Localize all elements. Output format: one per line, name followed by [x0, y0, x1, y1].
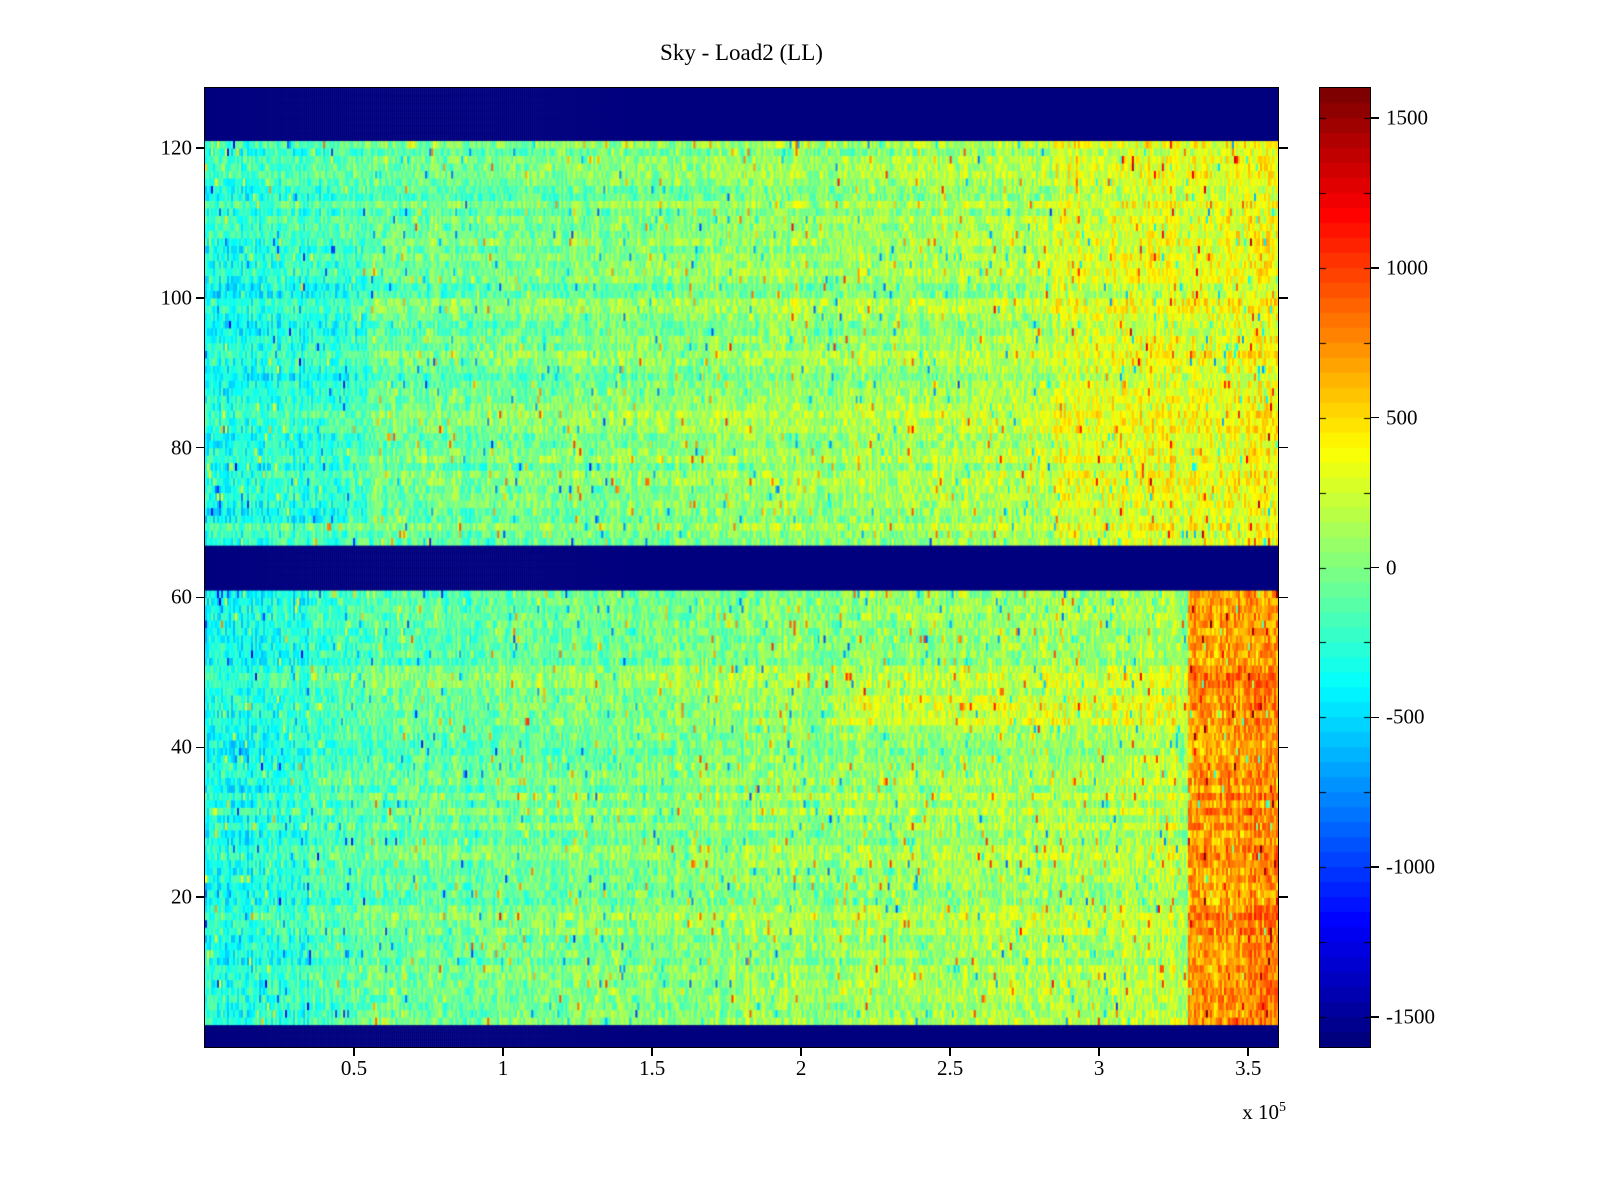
x-exponent-power: 5 [1279, 1100, 1286, 1115]
x-tick-mark [502, 1047, 504, 1056]
x-tick-label: 3.5 [1235, 1056, 1262, 1080]
y-tick-label: 120 [160, 135, 193, 160]
y-tick-mark [196, 446, 205, 449]
y-tick-mark-right [1279, 147, 1288, 149]
x-tick-label: 2.5 [937, 1056, 964, 1080]
y-tick-mark-right [1279, 596, 1288, 599]
plot-axes [204, 87, 1279, 1048]
colorbar-tick-label: 1000 [1386, 255, 1428, 280]
colorbar-tick-label: -500 [1386, 704, 1425, 729]
colorbar-tick-mark [1371, 716, 1379, 719]
colorbar-tick-label: 1500 [1386, 105, 1428, 130]
colorbar-tick-label: -1500 [1386, 1004, 1435, 1029]
colorbar-tick-label: 500 [1386, 405, 1418, 430]
x-tick-label: 1.5 [638, 1056, 666, 1080]
y-tick-label: 40 [171, 734, 192, 759]
x-tick-label: 3 [1093, 1056, 1105, 1080]
x-tick-mark [800, 1047, 802, 1056]
x-tick-label: 2 [795, 1056, 807, 1080]
chart-title: Sky - Load2 (LL) [660, 40, 823, 65]
colorbar-tick-mark [1371, 117, 1379, 119]
colorbar-tick-label: -1000 [1386, 854, 1435, 879]
y-tick-mark [196, 746, 205, 749]
colorbar-tick-mark [1371, 1016, 1379, 1018]
x-exponent-base: x 10 [1242, 1100, 1279, 1124]
x-tick-label: 1 [497, 1056, 509, 1080]
x-tick-mark [1098, 1047, 1100, 1056]
y-tick-mark-right [1279, 446, 1288, 449]
x-tick-mark [1247, 1047, 1249, 1056]
colorbar-gradient [1320, 88, 1370, 1047]
y-tick-mark-right [1279, 297, 1288, 299]
y-tick-mark [196, 147, 205, 149]
y-tick-label: 20 [171, 884, 192, 909]
colorbar-tick-mark [1371, 267, 1379, 269]
colorbar-tick-mark [1371, 416, 1379, 419]
y-tick-label: 60 [171, 584, 192, 609]
y-tick-mark-right [1279, 896, 1288, 898]
y-tick-mark [196, 297, 205, 299]
x-tick-mark [651, 1047, 653, 1056]
colorbar-tick-mark [1371, 566, 1379, 569]
y-tick-mark [196, 596, 205, 599]
y-tick-mark [196, 896, 205, 898]
x-axis-exponent-label: x 105 [1150, 1100, 1286, 1125]
heatmap-image [205, 88, 1278, 1047]
x-tick-label: 0.5 [340, 1056, 368, 1080]
colorbar-tick-mark [1371, 866, 1379, 868]
y-tick-mark-right [1279, 746, 1288, 749]
colorbar-tick-label: 0 [1386, 555, 1397, 579]
colorbar [1319, 87, 1371, 1048]
x-tick-mark [949, 1047, 951, 1056]
y-tick-label: 100 [160, 285, 193, 310]
x-tick-mark [353, 1047, 355, 1056]
y-tick-label: 80 [171, 435, 192, 460]
